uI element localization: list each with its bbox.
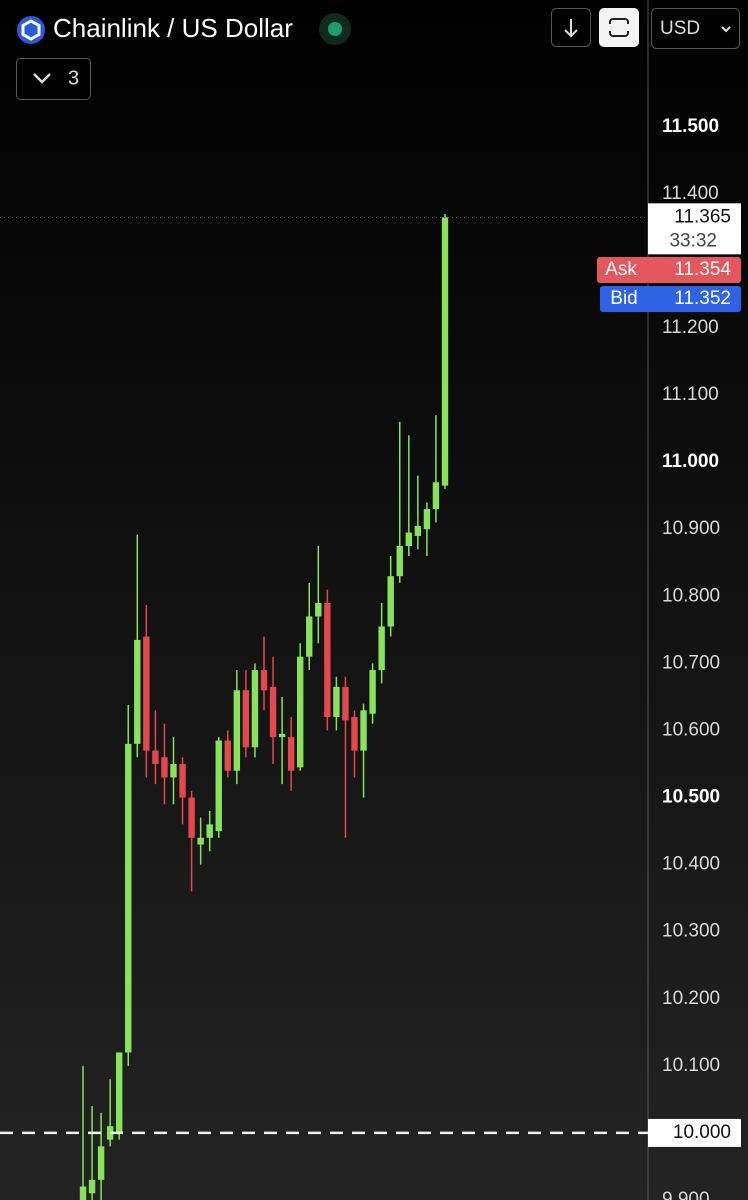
ask-badge bbox=[597, 257, 741, 283]
candle-body bbox=[324, 603, 331, 718]
candle-body bbox=[170, 764, 177, 778]
candle-body bbox=[405, 532, 412, 547]
indicators-count: 3 bbox=[68, 67, 79, 89]
indicators-toggle[interactable] bbox=[16, 58, 91, 100]
candle-body bbox=[432, 482, 440, 510]
bid-name: Bid bbox=[610, 288, 637, 309]
candle-body bbox=[242, 690, 250, 748]
pair-title: Chainlink / US Dollar bbox=[53, 13, 293, 43]
candle-body bbox=[260, 670, 268, 691]
y-tick-label: 11.400 bbox=[662, 183, 719, 204]
status-dot bbox=[328, 22, 342, 36]
candle-body bbox=[287, 737, 295, 771]
candle-body bbox=[315, 603, 322, 617]
indicators-chevron bbox=[33, 73, 51, 84]
y-tick-label: 10.800 bbox=[662, 585, 720, 606]
y-tick-label: 11.000 bbox=[662, 451, 719, 472]
candle-body bbox=[88, 1179, 96, 1194]
ask-name: Ask bbox=[605, 259, 637, 280]
candle-body bbox=[387, 576, 394, 627]
candle-body bbox=[441, 217, 449, 486]
price-line-box bbox=[648, 1118, 741, 1147]
last-price-box bbox=[648, 203, 741, 255]
candle-body bbox=[197, 837, 204, 845]
candle-body bbox=[152, 750, 159, 765]
candle-body bbox=[125, 743, 132, 1053]
candle-body bbox=[278, 733, 286, 738]
candle-body bbox=[188, 797, 195, 838]
coin-logo-mark bbox=[21, 19, 41, 41]
currency-label: USD bbox=[660, 18, 700, 39]
candle-body bbox=[79, 1186, 87, 1200]
candle-body bbox=[233, 690, 241, 771]
candle-body bbox=[342, 686, 349, 721]
candle-body bbox=[378, 626, 385, 671]
y-tick-label: 10.200 bbox=[662, 988, 720, 1009]
candle-body bbox=[360, 710, 367, 751]
candle-body bbox=[369, 670, 376, 714]
fullscreen-icon-gap bbox=[608, 24, 630, 31]
candle-body bbox=[333, 686, 340, 718]
y-tick-label: 10.700 bbox=[662, 652, 720, 673]
y-tick-label: 10.100 bbox=[662, 1055, 720, 1076]
candle-body bbox=[351, 717, 358, 751]
candle-body bbox=[161, 757, 168, 778]
candle-body bbox=[97, 1146, 105, 1180]
candle-body bbox=[206, 824, 213, 838]
candle-body bbox=[224, 740, 231, 771]
coin-logo bbox=[17, 16, 45, 44]
candle-body bbox=[134, 639, 141, 744]
candle-body bbox=[396, 546, 403, 577]
currency-select[interactable] bbox=[651, 8, 740, 49]
candle-body bbox=[116, 1052, 123, 1133]
price-line-label: 10.000 bbox=[673, 1122, 731, 1143]
candle-body bbox=[215, 740, 222, 832]
currency-chevron bbox=[721, 26, 731, 33]
bid-value: 11.352 bbox=[674, 288, 731, 309]
y-tick-label: 10.600 bbox=[662, 719, 720, 740]
y-tick-label: 10.300 bbox=[662, 921, 720, 942]
candle-body bbox=[269, 686, 277, 738]
plot: 9.900 10.100 10.200 10.300 10.400 10.500 10.60… bbox=[79, 116, 720, 1200]
y-tick-label: 10.900 bbox=[662, 518, 720, 539]
bid-badge bbox=[600, 286, 741, 312]
countdown-label: 33:32 bbox=[669, 230, 717, 251]
candle-body bbox=[143, 636, 150, 751]
y-tick-label: 11.500 bbox=[662, 116, 719, 137]
y-tick-label: 9.900 bbox=[662, 1189, 710, 1200]
download-icon bbox=[564, 19, 578, 38]
header: Chainlink / US Dollar USD 3 bbox=[16, 8, 740, 100]
y-tick-label: 10.400 bbox=[662, 854, 720, 875]
candle-body bbox=[423, 509, 431, 530]
candle-body bbox=[297, 656, 304, 768]
candle-body bbox=[251, 670, 259, 748]
y-tick-label: 10.500 bbox=[662, 787, 720, 808]
candle-body bbox=[179, 764, 186, 798]
candle-body bbox=[306, 616, 313, 657]
y-tick-label: 11.200 bbox=[662, 317, 719, 338]
candle-body bbox=[414, 525, 422, 536]
last-price-label: 11.365 bbox=[674, 206, 731, 227]
ask-value: 11.354 bbox=[674, 259, 731, 280]
y-tick-label: 11.100 bbox=[662, 384, 719, 405]
